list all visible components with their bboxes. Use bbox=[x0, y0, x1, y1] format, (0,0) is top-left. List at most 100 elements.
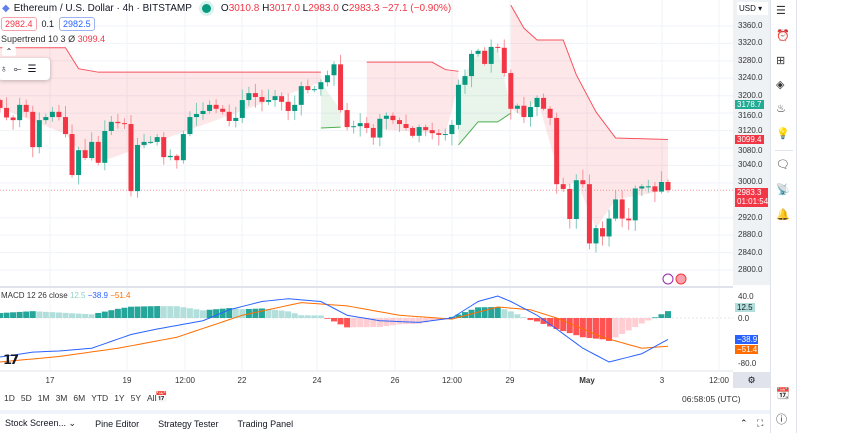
tab-strategy-tester[interactable]: Strategy Tester bbox=[158, 418, 219, 429]
toolbar-divider bbox=[775, 150, 793, 151]
clock[interactable]: 06:58:05 (UTC) bbox=[682, 394, 741, 404]
maximize-panel-icon[interactable]: ⛶ bbox=[757, 418, 764, 428]
macd-histogram-bar bbox=[121, 307, 128, 318]
range-button-6m[interactable]: 6M bbox=[73, 393, 86, 403]
date-range-icon[interactable]: 📅 bbox=[155, 392, 168, 403]
macd-histogram-bar bbox=[55, 312, 62, 318]
range-button-1d[interactable]: 1D bbox=[4, 393, 15, 403]
supertrend-fill bbox=[366, 62, 459, 135]
macd-histogram-bar bbox=[403, 318, 410, 325]
supertrend-line bbox=[0, 47, 321, 73]
macd-histogram-bar bbox=[317, 315, 324, 318]
macd-histogram-bar bbox=[206, 309, 213, 318]
calendar-icon[interactable]: 📆 bbox=[776, 388, 790, 400]
currency-select[interactable]: USD ▾ bbox=[737, 2, 768, 15]
tradingview-logo[interactable]: 𝟭𝟳 bbox=[3, 352, 19, 367]
macd-histogram-bar bbox=[566, 318, 573, 334]
price-chart[interactable] bbox=[0, 0, 733, 390]
help-icon[interactable]: ⓘ bbox=[776, 414, 787, 426]
settings-gear-icon[interactable]: ⚙ bbox=[733, 372, 770, 388]
ideas-bulb-icon[interactable]: 💡 bbox=[776, 128, 790, 140]
chat-icon[interactable]: 🗨 bbox=[776, 159, 790, 171]
price-axis-label: 3040.0 bbox=[738, 160, 763, 170]
tab-pine-editor[interactable]: Pine Editor bbox=[95, 418, 140, 429]
candle-down bbox=[580, 180, 586, 185]
candle-up bbox=[187, 117, 193, 135]
ohlc-values: O3010.8 H3017.0 L2983.0 C2983.3 −27.1 (−… bbox=[220, 3, 452, 14]
macd-histogram-bar bbox=[416, 318, 423, 324]
alarm-clock-icon[interactable]: ⏰ bbox=[776, 30, 790, 42]
macd-histogram-bar bbox=[285, 311, 292, 318]
supertrend-fill bbox=[320, 82, 341, 128]
hist-tag: 12.5 bbox=[735, 303, 755, 312]
macd-histogram-bar bbox=[592, 318, 599, 339]
macd-histogram-bar bbox=[95, 312, 102, 318]
macd-histogram-bar bbox=[455, 314, 462, 318]
candle-down bbox=[344, 110, 350, 128]
layers-icon[interactable]: ◈ bbox=[776, 79, 785, 91]
line-tool-icon[interactable]: ⟜ bbox=[13, 63, 22, 75]
range-button-5y[interactable]: 5Y bbox=[130, 393, 141, 403]
collapse-panel-icon[interactable]: ⌃ bbox=[740, 418, 748, 428]
macd-axis[interactable] bbox=[733, 288, 770, 370]
sell-button[interactable]: 2982.4 bbox=[1, 17, 37, 31]
market-status-icon bbox=[201, 4, 211, 13]
macd-histogram-bar bbox=[219, 308, 226, 318]
macd-legend[interactable]: MACD 12 26 close 12.5 −38.9 −51.4 bbox=[1, 291, 131, 300]
brush-icon[interactable]: ♁ bbox=[0, 63, 8, 75]
candle-up bbox=[141, 141, 147, 145]
range-button-all[interactable]: All bbox=[147, 393, 157, 403]
alerts-bell-icon[interactable]: 🔔 bbox=[776, 209, 790, 221]
range-button-1m[interactable]: 1M bbox=[37, 393, 50, 403]
macd-histogram-bar bbox=[127, 306, 134, 318]
price-axis-label: 3120.0 bbox=[738, 125, 763, 135]
macd-histogram-bar bbox=[42, 311, 49, 318]
symbol-title[interactable]: Ethereum / U.S. Dollar · 4h · BITSTAMP bbox=[13, 3, 192, 14]
macd-histogram-bar bbox=[344, 318, 351, 328]
candle-down bbox=[69, 134, 75, 176]
menu-icon[interactable]: ☰ bbox=[27, 63, 37, 75]
candle-up bbox=[632, 188, 638, 221]
candle-down bbox=[23, 104, 29, 112]
price-tag-green: 3178.7 bbox=[735, 100, 764, 109]
price-axis-label: 3160.0 bbox=[738, 111, 763, 121]
macd-histogram-bar bbox=[370, 318, 377, 328]
macd-histogram-bar bbox=[619, 318, 626, 334]
collapse-legend-button[interactable]: ⌃ bbox=[2, 47, 16, 56]
range-button-5d[interactable]: 5D bbox=[20, 393, 32, 403]
time-axis-label: 19 bbox=[122, 376, 132, 385]
candle-up bbox=[193, 114, 199, 118]
macd-histogram-bar bbox=[278, 310, 285, 318]
macd-histogram-bar bbox=[520, 317, 527, 318]
tab-trading-panel[interactable]: Trading Panel bbox=[237, 418, 294, 429]
macd-histogram-bar bbox=[160, 306, 167, 318]
streams-icon[interactable]: 📡 bbox=[776, 184, 790, 196]
candle-up bbox=[442, 134, 448, 136]
candle-up bbox=[207, 104, 213, 111]
add-list-icon[interactable]: ⊞ bbox=[776, 55, 786, 67]
range-button-1y[interactable]: 1Y bbox=[114, 393, 125, 403]
range-button-3m[interactable]: 3M bbox=[55, 393, 68, 403]
candle-down bbox=[10, 117, 16, 121]
candle-down bbox=[410, 127, 416, 136]
buy-button[interactable]: 2982.5 bbox=[59, 17, 95, 31]
supertrend-legend[interactable]: Supertrend 10 3 Ø 3099.4 bbox=[1, 34, 106, 44]
time-axis-label: May bbox=[579, 376, 595, 385]
macd-histogram-bar bbox=[553, 318, 560, 329]
macd-histogram-bar bbox=[383, 318, 390, 327]
macd-histogram-bar bbox=[488, 307, 495, 318]
macd-histogram-bar bbox=[16, 311, 23, 318]
candle-up bbox=[645, 186, 651, 188]
range-button-ytd[interactable]: YTD bbox=[91, 393, 109, 403]
macd-histogram-bar bbox=[507, 311, 514, 318]
watchlist-icon[interactable]: ☰ bbox=[776, 5, 786, 17]
candle-down bbox=[128, 124, 134, 192]
macd-histogram-bar bbox=[167, 306, 174, 318]
candle-up bbox=[462, 76, 468, 85]
macd-histogram-bar bbox=[154, 306, 161, 318]
macd-histogram-bar bbox=[186, 308, 193, 318]
tab-stock-screener[interactable]: Stock Screen... ⌄ bbox=[5, 418, 77, 428]
hotlist-flame-icon[interactable]: ♨ bbox=[776, 103, 786, 115]
candle-up bbox=[475, 50, 481, 54]
macd-histogram-bar bbox=[376, 318, 383, 328]
